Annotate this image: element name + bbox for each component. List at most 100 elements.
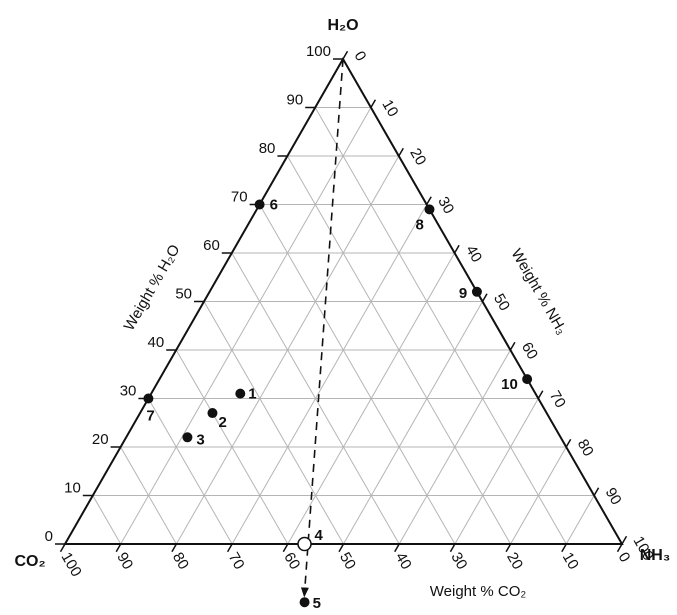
grid-line-nh3-80	[510, 446, 567, 545]
data-point-label-8: 8	[415, 216, 423, 233]
co2-tick-mark	[171, 543, 178, 553]
grid-line-nh3-10	[120, 107, 372, 545]
co2-tick-mark	[226, 543, 233, 553]
h2o-tick-label: 60	[203, 237, 220, 254]
nh3-tick-mark	[426, 196, 432, 205]
axis-title-nh3: Weight % NH₃	[508, 246, 571, 338]
grid-line-nh3-70	[454, 398, 539, 545]
grid-line-nh3-90	[565, 495, 595, 545]
data-point-6	[254, 199, 265, 210]
co2-tick-mark	[561, 543, 567, 553]
grid-line-co2-10	[314, 107, 567, 545]
co2-tick-label: 100	[58, 550, 85, 580]
nh3-tick-label: 40	[462, 242, 485, 265]
nh3-tick-label: 0	[351, 48, 370, 64]
co2-tick-label: 80	[169, 550, 192, 573]
co2-tick-mark	[282, 543, 289, 553]
grid-line-co2-70	[147, 398, 233, 545]
h2o-tick-label: 30	[120, 383, 137, 400]
co2-tick-label: 20	[503, 550, 526, 573]
co2-tick-mark	[59, 543, 66, 553]
co2-tick-label: 40	[392, 550, 415, 573]
co2-tick-mark	[394, 543, 400, 553]
h2o-tick-label: 80	[259, 140, 276, 157]
data-point-5	[299, 597, 310, 608]
nh3-tick-mark	[342, 50, 349, 60]
grid-line-co2-60	[175, 349, 289, 545]
co2-tick-label: 70	[225, 550, 248, 573]
nh3-tick-mark	[481, 293, 488, 302]
data-point-9	[471, 286, 482, 297]
data-point-10	[522, 374, 533, 385]
nh3-tick-label: 10	[378, 97, 401, 120]
data-point-label-3: 3	[196, 431, 204, 448]
co2-tick-labels: 100 90 80 70 60 50 40 30 20 10 0	[58, 543, 634, 580]
grid-line-nh3-30	[231, 204, 428, 545]
nh3-tick-mark	[593, 487, 600, 496]
nh3-tick-mark	[370, 99, 377, 108]
vertex-label-top: H₂O	[327, 17, 358, 34]
grid-line-nh3-60	[398, 349, 511, 545]
axis-title-co2: Weight % CO₂	[430, 583, 527, 600]
nh3-tick-label: 60	[518, 339, 541, 362]
data-point-3	[182, 432, 193, 443]
nh3-tick-mark	[509, 341, 516, 351]
data-point-label-5: 5	[313, 595, 321, 612]
nh3-tick-label: 70	[546, 388, 569, 411]
co2-tick-label: 90	[113, 550, 136, 573]
vertex-label-left: CO₂	[14, 553, 45, 570]
co2-tick-mark	[449, 543, 456, 553]
h2o-tick-label: 100	[306, 43, 331, 60]
data-point-label-2: 2	[218, 414, 226, 431]
grid-lines	[92, 107, 595, 545]
data-point-4	[297, 536, 312, 552]
nh3-tick-mark	[621, 535, 628, 545]
data-point-label-9: 9	[459, 285, 467, 302]
grid-line-co2-50	[203, 301, 344, 545]
nh3-tick-label: 20	[406, 145, 429, 168]
vertex-label-right: NH₃	[640, 547, 671, 564]
co2-tick-label: 10	[559, 550, 582, 573]
h2o-tick-label: 40	[148, 334, 165, 351]
nh3-tick-label: 80	[574, 436, 597, 459]
co2-tick-mark	[616, 543, 623, 553]
grid-line-co2-90	[92, 495, 122, 545]
grid-line-co2-30	[259, 204, 456, 545]
nh3-tick-label: 30	[434, 194, 457, 217]
data-point-2	[207, 408, 218, 419]
data-point-8	[424, 204, 435, 215]
h2o-tick-label: 90	[287, 92, 304, 109]
co2-tick-label: 50	[336, 550, 359, 573]
data-point-label-4: 4	[315, 527, 324, 544]
data-point-1	[235, 388, 246, 399]
h2o-tick-label: 0	[45, 528, 53, 545]
nh3-tick-mark	[537, 390, 544, 399]
nh3-tick-mark	[565, 438, 572, 448]
data-point-7	[143, 393, 154, 404]
trend-line	[300, 58, 344, 598]
nh3-tick-mark	[398, 147, 404, 157]
nh3-tick-label: 90	[602, 485, 625, 508]
h2o-tick-label: 50	[175, 286, 192, 303]
trend-arrow	[300, 58, 344, 598]
axis-title-h2o: Weight % H₂O	[121, 242, 184, 334]
co2-tick-mark	[115, 543, 122, 553]
h2o-tick-label: 70	[231, 189, 248, 206]
co2-tick-mark	[338, 543, 345, 553]
h2o-tick-label: 20	[92, 431, 109, 448]
data-point-label-1: 1	[248, 386, 256, 403]
co2-tick-label: 30	[447, 550, 470, 573]
nh3-tick-label: 50	[490, 291, 513, 314]
grid-line-nh3-50	[343, 301, 483, 545]
h2o-tick-labels: 0 10 20 30 40 50 60 70 80 90 100	[45, 43, 343, 545]
co2-tick-label: 0	[615, 550, 634, 566]
co2-tick-label: 60	[280, 550, 303, 573]
h2o-tick-label: 10	[64, 480, 81, 497]
grid-line-co2-80	[120, 446, 177, 545]
data-point-label-6: 6	[270, 197, 278, 214]
nh3-tick-mark	[453, 244, 460, 254]
data-point-label-10: 10	[501, 376, 518, 393]
